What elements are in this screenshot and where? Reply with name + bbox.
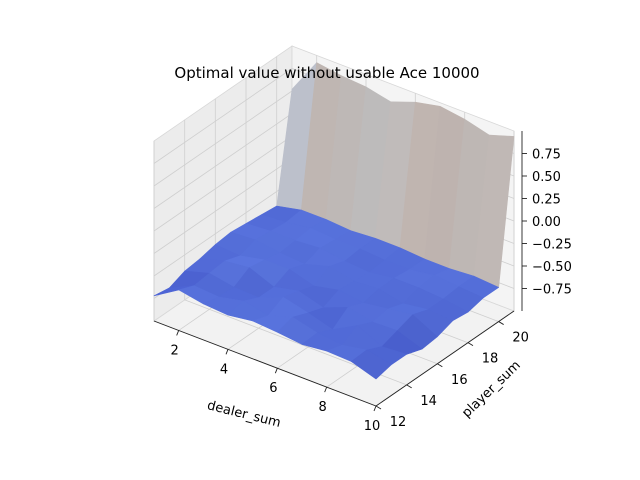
z-tick-label: 0.75 [532,148,561,163]
x-tick [324,386,328,393]
z-tick-label: 0.00 [532,215,561,230]
z-tick-label: −0.75 [532,283,572,298]
x-tick [274,368,278,374]
y-axis-line [375,310,515,407]
y-tick [406,384,412,389]
y-tick [467,342,474,347]
x-tick [373,405,377,412]
x-axis-label: dealer_sum [205,398,282,431]
grid-line-y [184,119,407,386]
y-tick-label: 20 [512,331,529,346]
x-tick-label: 2 [171,343,179,358]
x-tick [225,349,229,355]
surface-plot [153,62,515,380]
y-tick [437,363,443,368]
x-tick-label: 8 [319,400,327,415]
x-axis-line [153,320,377,407]
y-tick [498,321,504,325]
z-tick-label: 0.25 [532,193,561,208]
x-tick-label: 10 [364,419,381,434]
x-tick-label: 4 [220,362,228,377]
y-tick-label: 16 [451,373,468,388]
y-tick-label: 14 [420,394,437,409]
tick-marks [153,131,527,412]
z-tick-label: −0.25 [532,238,572,253]
x-tick-label: 6 [269,381,277,396]
x-tick [176,330,180,336]
z-tick-label: 0.50 [532,170,561,185]
z-tick-label: −0.50 [532,260,572,275]
chart-title: Optimal value without usable Ace 10000 [174,64,479,82]
y-axis-label: player_sum [459,358,523,421]
y-tick-label: 12 [390,415,407,430]
y-tick-label: 18 [482,352,499,367]
tick-labels: 2 4 6 8 10 12 14 16 18 20 −0.75 −0.50 −0.25 0.00 0.25 0… [171,148,572,435]
y-tick [375,405,382,410]
surface-face [350,349,392,380]
